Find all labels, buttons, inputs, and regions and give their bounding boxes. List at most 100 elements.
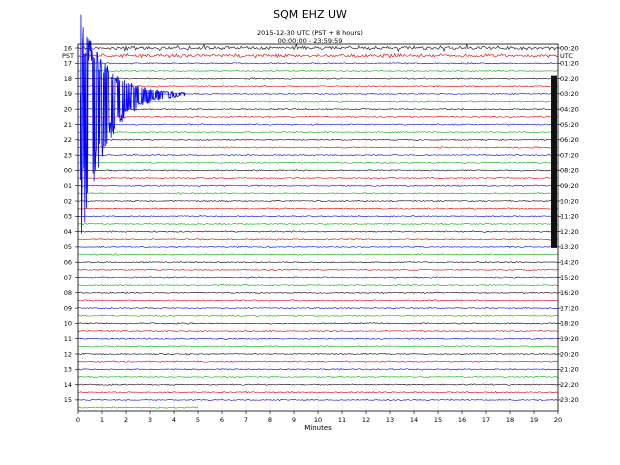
right-time-label-4: 04:20 <box>560 106 579 114</box>
right-time-label-18: 18:20 <box>560 320 579 328</box>
x-tick-label-9: 9 <box>292 416 296 424</box>
trace-11 <box>77 130 559 134</box>
right-time-label-20: 20:20 <box>560 350 579 358</box>
right-axis-title: UTC <box>560 52 573 60</box>
clipping-bar <box>551 75 557 248</box>
right-time-label-15: 15:20 <box>560 274 579 282</box>
seismogram-traces <box>77 42 559 409</box>
x-tick-label-16: 16 <box>458 416 466 424</box>
trace-10 <box>77 123 559 126</box>
trace-20 <box>77 199 559 203</box>
x-tick-label-13: 13 <box>386 416 394 424</box>
right-time-label-5: 05:20 <box>560 121 579 129</box>
trace-22 <box>77 215 559 218</box>
axis-labels: 0 1 2 3 4 5 6 7 8 9 10 11 12 13 14 15 16 17 18 19 20Minutes1… <box>62 44 579 432</box>
trace-45 <box>78 390 559 394</box>
trace-7 <box>77 100 559 103</box>
trace-26 <box>77 245 559 249</box>
x-tick-label-4: 4 <box>172 416 176 424</box>
trace-43 <box>77 375 559 379</box>
left-hour-label-13: 13 <box>64 366 72 374</box>
left-hour-label-07: 07 <box>64 274 72 282</box>
trace-8 <box>77 107 559 111</box>
event-waveform <box>80 14 186 234</box>
right-time-label-1: 01:20 <box>560 60 579 68</box>
right-time-label-12: 12:20 <box>560 228 579 236</box>
x-tick-label-15: 15 <box>434 416 442 424</box>
trace-29 <box>77 268 558 272</box>
right-time-label-3: 03:20 <box>560 90 579 98</box>
x-tick-label-8: 8 <box>268 416 272 424</box>
trace-46 <box>77 398 558 402</box>
trace-0 <box>77 42 559 53</box>
x-tick-label-14: 14 <box>410 416 418 424</box>
trace-24 <box>77 230 558 233</box>
trace-30 <box>77 276 559 279</box>
left-hour-label-23: 23 <box>64 151 72 159</box>
right-time-label-7: 07:20 <box>560 151 579 159</box>
x-tick-label-11: 11 <box>338 416 346 424</box>
chart-title: SQM EHZ UW <box>273 8 347 21</box>
x-tick-label-18: 18 <box>506 416 514 424</box>
trace-14 <box>77 153 559 157</box>
left-hour-label-10: 10 <box>64 320 72 328</box>
trace-36 <box>77 322 559 325</box>
left-hour-label-05: 05 <box>64 243 72 251</box>
right-time-label-16: 16:20 <box>560 289 579 297</box>
trace-33 <box>77 299 559 302</box>
trace-47 <box>77 406 199 409</box>
trace-31 <box>77 283 559 287</box>
trace-44 <box>77 383 559 386</box>
earthquake-event <box>80 14 557 248</box>
x-tick-label-3: 3 <box>148 416 152 424</box>
trace-5 <box>77 85 559 88</box>
left-hour-label-17: 17 <box>64 60 72 68</box>
trace-21 <box>77 207 559 210</box>
left-hour-label-06: 06 <box>64 259 72 267</box>
trace-1 <box>77 52 559 59</box>
trace-34 <box>77 306 559 310</box>
trace-41 <box>77 360 559 363</box>
right-time-label-13: 13:20 <box>560 243 579 251</box>
trace-40 <box>77 352 559 356</box>
left-hour-label-01: 01 <box>64 182 72 190</box>
x-tick-label-0: 0 <box>76 416 80 424</box>
x-tick-label-7: 7 <box>244 416 248 424</box>
trace-27 <box>77 253 559 256</box>
subtitle-date-line: 2015-12-30 UTC (PST + 8 hours) <box>257 29 363 37</box>
x-tick-label-2: 2 <box>124 416 128 424</box>
left-hour-label-21: 21 <box>64 121 72 129</box>
trace-13 <box>77 146 559 149</box>
right-time-label-11: 11:20 <box>560 213 579 221</box>
x-tick-label-17: 17 <box>482 416 490 424</box>
trace-4 <box>77 77 559 80</box>
trace-19 <box>77 192 559 195</box>
left-hour-label-14: 14 <box>64 381 72 389</box>
trace-28 <box>77 260 558 264</box>
trace-16 <box>77 169 559 172</box>
subtitle-time-line: 00:00:00 - 23:59:59 <box>277 37 343 45</box>
left-hour-label-18: 18 <box>64 75 72 83</box>
trace-3 <box>77 69 559 73</box>
left-hour-label-11: 11 <box>64 335 72 343</box>
left-hour-label-16: 16 <box>64 44 72 52</box>
right-time-label-19: 19:20 <box>560 335 579 343</box>
right-time-label-14: 14:20 <box>560 259 579 267</box>
left-hour-label-15: 15 <box>64 396 72 404</box>
plot-frame <box>75 43 561 414</box>
left-hour-label-09: 09 <box>64 304 72 312</box>
trace-2 <box>77 62 559 65</box>
right-time-label-0: 00:20 <box>560 44 579 52</box>
trace-12 <box>77 138 559 141</box>
right-time-label-21: 21:20 <box>560 366 579 374</box>
chart-subtitle: 2015-12-30 UTC (PST + 8 hours) 00:00:00 … <box>0 29 620 45</box>
left-hour-label-12: 12 <box>64 350 72 358</box>
right-time-label-9: 09:20 <box>560 182 579 190</box>
right-time-label-22: 22:20 <box>560 381 579 389</box>
trace-18 <box>77 184 559 187</box>
trace-35 <box>77 314 559 317</box>
right-time-label-10: 10:20 <box>560 197 579 205</box>
trace-9 <box>77 115 559 119</box>
right-time-label-23: 23:20 <box>560 396 579 404</box>
